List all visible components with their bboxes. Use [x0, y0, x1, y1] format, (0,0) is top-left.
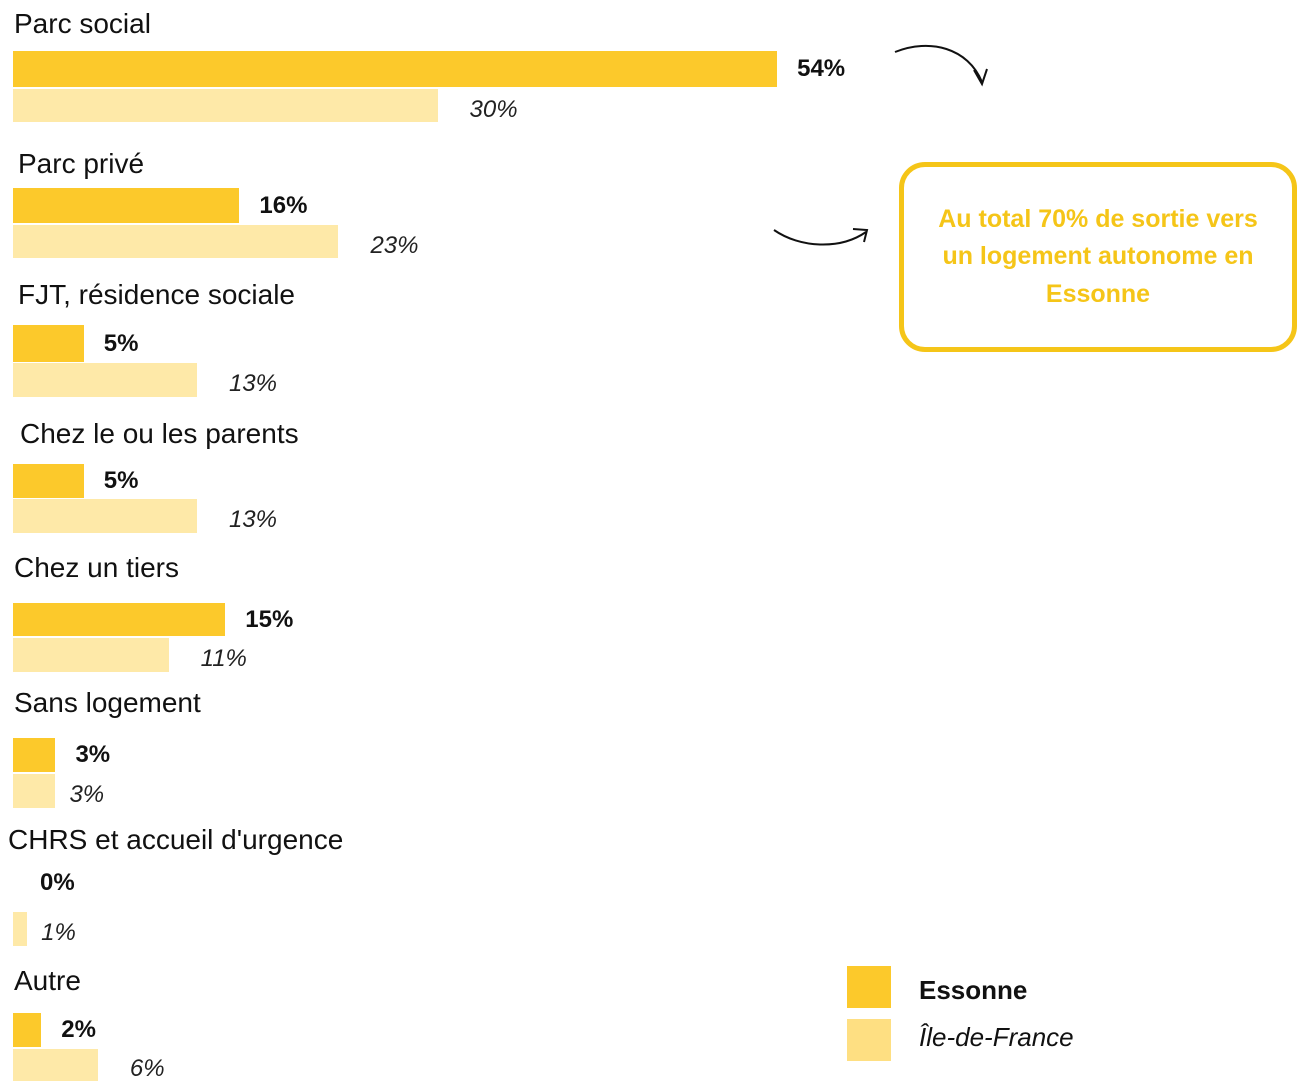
value-label-idf-cat-0: 30%	[469, 95, 518, 123]
value-label-essonne-cat-3: 5%	[103, 467, 139, 494]
category-label-cat-6: CHRS et accueil d'urgence	[8, 824, 344, 855]
bar-idf-cat-5	[13, 774, 56, 808]
category-label-cat-0: Parc social	[14, 8, 151, 39]
legend-swatch-essonne	[847, 966, 891, 1008]
value-label-idf-cat-6: 1%	[41, 919, 76, 946]
value-label-idf-cat-5: 3%	[69, 781, 105, 808]
category-label-cat-5: Sans logement	[14, 687, 201, 718]
curved-arrow-down-icon-head	[973, 68, 988, 87]
bar-essonne-cat-5	[13, 738, 56, 772]
category-label-cat-7: Autre	[14, 965, 81, 996]
value-label-essonne-cat-7: 2%	[61, 1016, 96, 1043]
bar-essonne-cat-7	[13, 1013, 42, 1047]
value-label-idf-cat-1: 23%	[370, 231, 419, 259]
category-label-cat-4: Chez un tiers	[14, 552, 179, 583]
bar-essonne-cat-0	[13, 51, 778, 87]
bar-idf-cat-2	[13, 363, 197, 397]
curved-arrow-down-icon	[894, 44, 983, 83]
category-label-cat-3: Chez le ou les parents	[20, 418, 299, 449]
category-label-cat-2: FJT, résidence sociale	[18, 279, 296, 310]
bar-essonne-cat-2	[13, 325, 84, 362]
value-label-essonne-cat-4: 15%	[245, 605, 294, 633]
bar-essonne-cat-1	[13, 188, 240, 223]
value-label-essonne-cat-2: 5%	[103, 329, 139, 357]
bar-idf-cat-3	[13, 499, 197, 533]
bar-idf-cat-7	[13, 1049, 98, 1081]
callout-box: Au total 70% de sortie vers un logement …	[899, 162, 1297, 352]
legend-label-essonne: Essonne	[919, 975, 1028, 1005]
value-label-essonne-cat-0: 54%	[797, 55, 846, 82]
bar-idf-cat-4	[13, 638, 169, 672]
bar-idf-cat-6	[13, 912, 28, 946]
value-label-idf-cat-2: 13%	[228, 370, 277, 397]
legend-label-idf: Île-de-France	[919, 1022, 1074, 1052]
curved-arrow-right-icon	[773, 229, 867, 246]
legend-swatch-idf	[847, 1019, 891, 1061]
value-label-idf-cat-7: 6%	[129, 1055, 165, 1082]
callout-text: Au total 70% de sortie vers un logement …	[938, 204, 1258, 308]
value-label-essonne-cat-5: 3%	[75, 741, 111, 768]
value-label-idf-cat-3: 13%	[228, 506, 277, 533]
value-label-essonne-cat-6: 0%	[40, 869, 75, 896]
value-label-idf-cat-4: 11%	[200, 645, 247, 672]
bar-idf-cat-1	[13, 225, 339, 258]
bar-essonne-cat-3	[13, 464, 84, 498]
curved-arrow-right-icon-head	[852, 228, 869, 243]
category-label-cat-1: Parc privé	[18, 148, 145, 179]
bar-idf-cat-0	[13, 89, 438, 122]
bar-essonne-cat-4	[13, 603, 226, 636]
value-label-essonne-cat-1: 16%	[259, 191, 308, 219]
